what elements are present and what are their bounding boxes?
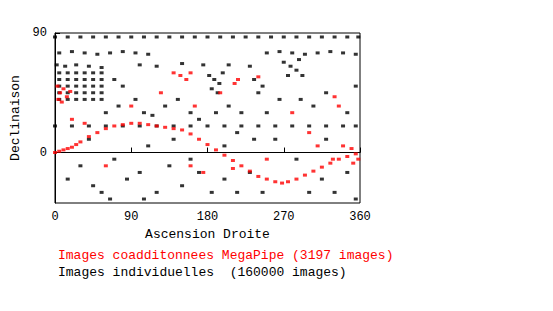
- svg-text:180: 180: [197, 210, 219, 224]
- svg-text:360: 360: [349, 210, 371, 224]
- svg-text:Images individuelles (160000: Images individuelles (160000 images): [58, 265, 347, 280]
- svg-text:0: 0: [40, 146, 47, 160]
- svg-text:90: 90: [124, 210, 138, 224]
- svg-text:270: 270: [273, 210, 295, 224]
- svg-text:0: 0: [51, 210, 58, 224]
- svg-text:Images coadditonnees MegaPipe: Images coadditonnees MegaPipe (3197 imag…: [58, 248, 393, 263]
- svg-text:Declinaison: Declinaison: [8, 75, 23, 161]
- svg-text:Ascension Droite: Ascension Droite: [145, 227, 270, 242]
- svg-text:90: 90: [33, 26, 47, 40]
